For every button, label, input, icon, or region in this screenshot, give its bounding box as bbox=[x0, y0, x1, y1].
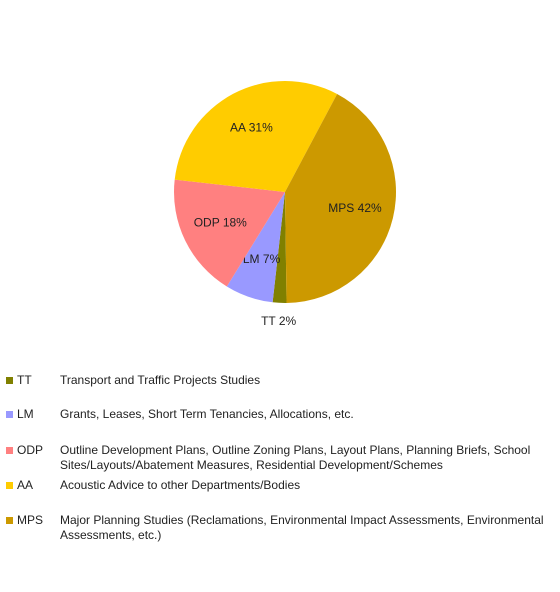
legend-description: Outline Development Plans, Outline Zonin… bbox=[60, 443, 531, 472]
slice-category: ODP bbox=[194, 216, 220, 230]
slice-category: AA bbox=[230, 120, 246, 134]
slice-label: AA 31% bbox=[230, 120, 273, 134]
legend-label: TT bbox=[17, 373, 32, 387]
pie-slice bbox=[272, 192, 287, 303]
slice-value: 42% bbox=[358, 201, 382, 215]
legend-swatch bbox=[6, 447, 13, 454]
slice-label: ODP 18% bbox=[194, 216, 247, 230]
pie-slice bbox=[226, 192, 285, 303]
slice-value: 31% bbox=[249, 120, 273, 134]
pie-slice bbox=[174, 80, 338, 192]
legend-label: AA bbox=[17, 478, 34, 492]
slice-category: TT bbox=[261, 314, 276, 328]
legend-swatch bbox=[6, 482, 13, 489]
slice-label: MPS 42% bbox=[328, 201, 382, 215]
legend-swatch bbox=[6, 411, 13, 418]
legend-swatch bbox=[6, 517, 13, 524]
legend-label: ODP bbox=[17, 443, 44, 457]
legend-swatch bbox=[6, 377, 13, 384]
pie-slice bbox=[285, 93, 396, 303]
slice-category: LM bbox=[243, 252, 260, 266]
slice-value: 18% bbox=[223, 216, 247, 230]
legend-description: Major Planning Studies (Reclamations, En… bbox=[60, 513, 544, 542]
slice-label: LM 7% bbox=[243, 252, 281, 266]
slice-value: 2% bbox=[279, 314, 297, 328]
slice-label: TT 2% bbox=[261, 314, 296, 328]
pie-chart: TT 2% LM 7% ODP 18% AA 31% MPS 42% bbox=[174, 80, 396, 328]
legend-description: Grants, Leases, Short Term Tenancies, Al… bbox=[60, 407, 354, 421]
slice-value: 7% bbox=[263, 252, 281, 266]
legend-description: Acoustic Advice to other Departments/Bod… bbox=[60, 478, 301, 492]
slice-category: MPS bbox=[328, 201, 354, 215]
pie-slice bbox=[174, 179, 285, 287]
legend-description: Transport and Traffic Projects Studies bbox=[60, 373, 261, 387]
legend-label: MPS bbox=[17, 513, 44, 527]
legend-label: LM bbox=[17, 407, 34, 421]
